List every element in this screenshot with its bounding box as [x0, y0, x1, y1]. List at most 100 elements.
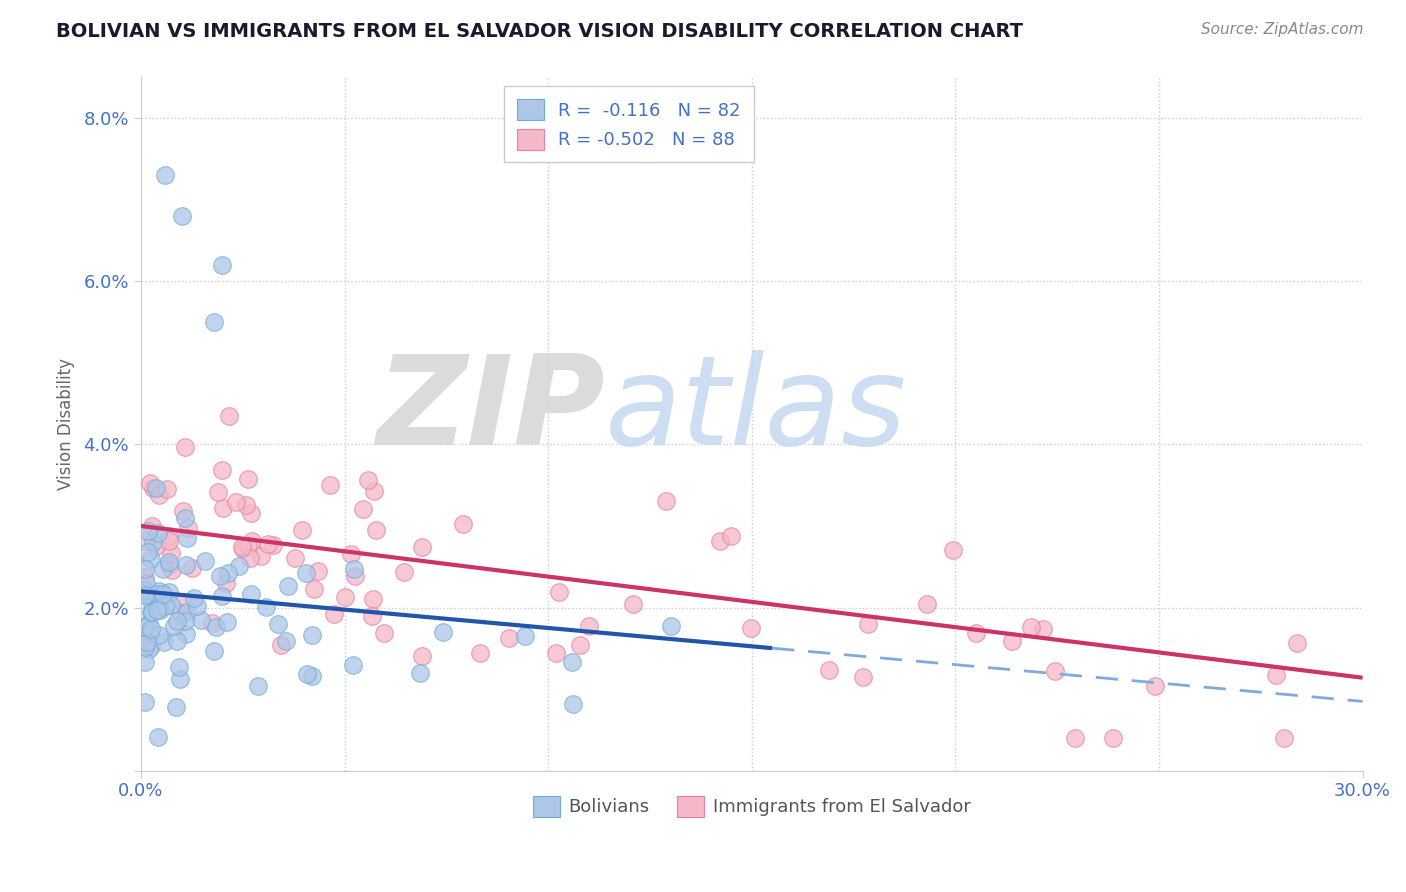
- Point: [166, 634, 188, 648]
- Point: [451, 517, 474, 532]
- Point: [1043, 664, 1066, 678]
- Point: [146, 603, 169, 617]
- Point: [194, 554, 217, 568]
- Point: [205, 620, 228, 634]
- Point: [818, 664, 841, 678]
- Point: [339, 547, 361, 561]
- Point: [173, 440, 195, 454]
- Point: [170, 606, 193, 620]
- Point: [169, 672, 191, 686]
- Point: [1286, 636, 1309, 650]
- Point: [276, 633, 298, 648]
- Point: [180, 560, 202, 574]
- Point: [236, 539, 259, 553]
- Point: [134, 570, 156, 584]
- Point: [134, 583, 156, 598]
- Point: [432, 624, 454, 639]
- Point: [211, 590, 233, 604]
- Point: [212, 500, 235, 515]
- Point: [142, 535, 165, 549]
- Point: [239, 506, 262, 520]
- Point: [155, 169, 177, 183]
- Point: [157, 558, 180, 573]
- Text: BOLIVIAN VS IMMIGRANTS FROM EL SALVADOR VISION DISABILITY CORRELATION CHART: BOLIVIAN VS IMMIGRANTS FROM EL SALVADOR …: [56, 22, 1024, 41]
- Point: [157, 534, 180, 549]
- Point: [148, 592, 170, 607]
- Point: [148, 488, 170, 502]
- Point: [343, 569, 366, 583]
- Point: [856, 617, 879, 632]
- Point: [318, 478, 340, 492]
- Point: [270, 638, 292, 652]
- Point: [1001, 633, 1024, 648]
- Point: [174, 626, 197, 640]
- Point: [165, 700, 187, 714]
- Point: [139, 626, 162, 640]
- Point: [134, 534, 156, 549]
- Point: [277, 579, 299, 593]
- Point: [218, 409, 240, 424]
- Point: [965, 626, 987, 640]
- Point: [547, 585, 569, 599]
- Point: [134, 620, 156, 634]
- Point: [361, 592, 384, 607]
- Point: [142, 481, 165, 495]
- Point: [297, 666, 319, 681]
- Point: [655, 494, 678, 508]
- Point: [470, 646, 492, 660]
- Point: [149, 603, 172, 617]
- Point: [202, 644, 225, 658]
- Point: [284, 550, 307, 565]
- Point: [139, 622, 162, 636]
- Point: [152, 562, 174, 576]
- Point: [141, 597, 163, 611]
- Point: [173, 614, 195, 628]
- Point: [136, 524, 159, 539]
- Point: [228, 558, 250, 573]
- Point: [335, 591, 357, 605]
- Point: [134, 655, 156, 669]
- Point: [240, 587, 263, 601]
- Point: [256, 537, 278, 551]
- Text: atlas: atlas: [605, 350, 907, 471]
- Point: [240, 533, 263, 548]
- Point: [1143, 679, 1166, 693]
- Point: [361, 609, 384, 624]
- Point: [915, 598, 938, 612]
- Point: [942, 542, 965, 557]
- Point: [561, 698, 583, 712]
- Point: [134, 562, 156, 576]
- Point: [183, 591, 205, 605]
- Point: [392, 565, 415, 579]
- Point: [176, 520, 198, 534]
- Point: [247, 679, 270, 693]
- Point: [215, 576, 238, 591]
- Point: [225, 495, 247, 509]
- Point: [162, 563, 184, 577]
- Point: [153, 635, 176, 649]
- Point: [409, 665, 432, 680]
- Point: [659, 619, 682, 633]
- Point: [231, 540, 253, 554]
- Point: [139, 590, 162, 604]
- Point: [209, 568, 232, 582]
- Point: [139, 639, 162, 653]
- Point: [621, 597, 644, 611]
- Point: [254, 599, 277, 614]
- Point: [232, 542, 254, 557]
- Point: [166, 614, 188, 628]
- Point: [211, 258, 233, 272]
- Point: [163, 618, 186, 632]
- Point: [160, 546, 183, 560]
- Point: [138, 642, 160, 657]
- Point: [134, 640, 156, 655]
- Y-axis label: Vision Disability: Vision Disability: [58, 358, 75, 490]
- Point: [145, 587, 167, 601]
- Point: [363, 484, 385, 499]
- Point: [239, 550, 262, 565]
- Point: [1032, 622, 1054, 636]
- Point: [148, 627, 170, 641]
- Point: [146, 730, 169, 744]
- Point: [134, 695, 156, 709]
- Point: [152, 587, 174, 601]
